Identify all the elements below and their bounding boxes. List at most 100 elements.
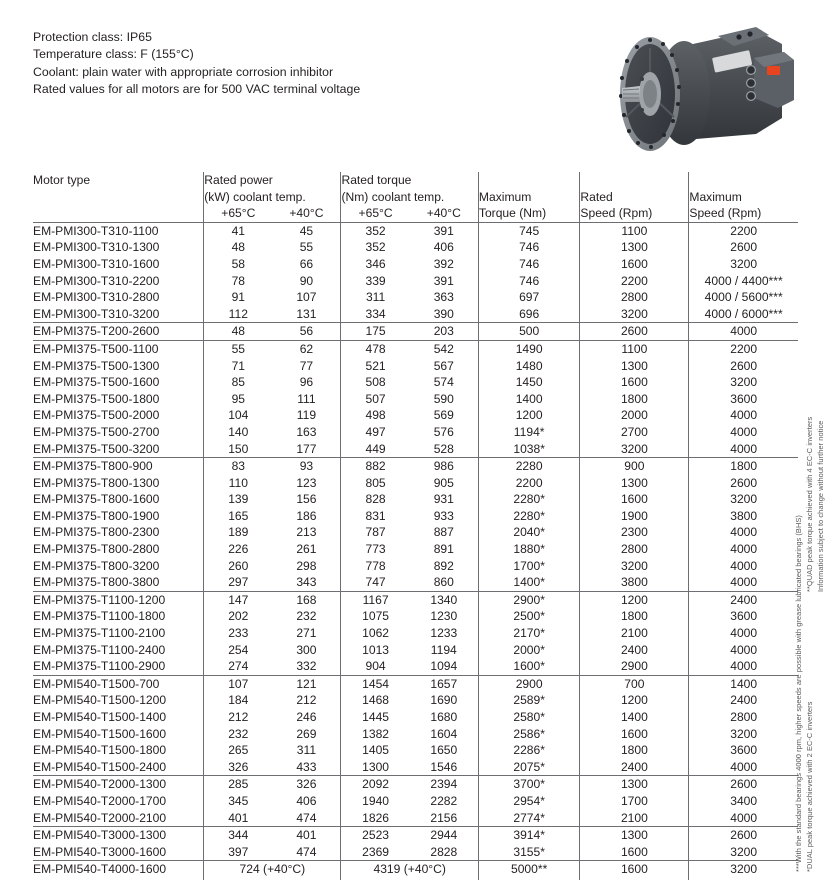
cell-rated-power-65c: 260	[203, 557, 273, 575]
cell-rated-power-40c: 93	[299, 459, 314, 474]
cell-rated-power-65c: 104	[203, 407, 273, 424]
table-row: EM-PMI540-T1500-1200 184 212 1468 1690 2589* 1…	[33, 692, 798, 709]
col-header-rated-torque-unit: (Nm) coolant temp.	[340, 188, 479, 206]
table-row: EM-PMI540-T2000-2100 401 474 1826 2156 2774* 2…	[33, 809, 798, 828]
cell-motor-type: EM-PMI375-T800-900	[33, 459, 153, 474]
cell-maximum-speed: 2600	[688, 239, 798, 256]
cell-rated-power-40c: 163	[296, 424, 317, 439]
cell-rated-speed: 2100	[579, 625, 689, 642]
cell-rated-speed: 1400	[579, 709, 689, 726]
cell-rated-speed: 2800	[579, 541, 689, 558]
cell-motor-type: EM-PMI540-T1500-2400	[33, 758, 204, 777]
cell-maximum-torque: 2280*	[477, 507, 580, 525]
cell-rated-speed: 1300	[579, 239, 689, 256]
col-header-max-torque-spacer	[477, 172, 580, 189]
cell-motor-type: EM-PMI375-T800-2300	[33, 525, 160, 540]
cell-rated-torque-40c: 2944	[430, 828, 458, 843]
motor-spec-table: Motor type Rated power Rated torque (kW)…	[33, 172, 798, 880]
cell-rated-power-40c: 232	[296, 609, 317, 624]
cell-rated-power-65c: 55	[203, 340, 273, 358]
cell-maximum-torque: 4050**	[477, 877, 580, 880]
table-row: EM-PMI375-T1100-1800 202 232 1075 1230 2500* 1…	[33, 608, 798, 626]
cell-rated-power-65c: 189	[203, 524, 273, 542]
cell-rated-speed: 1700	[579, 792, 689, 810]
cell-rated-torque-65c: 773	[340, 541, 410, 558]
cell-maximum-speed: 4000	[688, 557, 798, 575]
cell-rated-torque-65c: 1013	[340, 641, 410, 659]
cell-rated-power-65c: 71	[203, 357, 273, 375]
cell-rated-power-65c: 107	[203, 675, 273, 693]
cell-motor-type: EM-PMI375-T200-2600	[33, 322, 204, 341]
cell-rated-torque-40c: 567	[433, 358, 454, 373]
cell-maximum-torque: 1490	[477, 340, 580, 358]
cell-rated-torque-40c: 576	[433, 424, 454, 439]
cell-rated-torque-40c: 2394	[430, 777, 458, 792]
cell-rated-power-65c: 48	[203, 322, 273, 341]
cell-maximum-torque: 696	[477, 305, 580, 324]
cell-rated-power-40c: 474	[272, 843, 341, 862]
cell-rated-power-40c: 123	[296, 475, 317, 490]
cell-maximum-torque: 745	[477, 221, 580, 240]
cell-rated-power-40c: 332	[272, 658, 341, 676]
cell-rated-torque-65c: 521	[340, 357, 410, 375]
cell-rated-power-65c: 401	[203, 809, 273, 828]
cell-rated-power-40c: 326	[296, 777, 317, 792]
cell-motor-type: EM-PMI375-T800-1300	[33, 475, 160, 490]
col-header-max-speed-l2: Speed (Rpm)	[688, 205, 798, 223]
col-header-motor-type: Motor type	[33, 173, 91, 187]
cell-maximum-torque: 2280	[477, 457, 580, 475]
table-row: EM-PMI375-T500-2700 140 163 497 576 1194* 2700…	[33, 423, 798, 441]
cell-rated-torque-40c: 569	[433, 408, 454, 423]
table-row: EM-PMI540-T2000-1300 285 326 2092 2394 3700* 1…	[33, 775, 798, 793]
cell-maximum-speed: 4000	[688, 423, 798, 441]
table-row: EM-PMI375-T500-3200 150 177 449 528 1038* 3200…	[33, 440, 798, 459]
cell-rated-power-65c: 165	[203, 507, 273, 525]
cell-rated-torque-65c: 828	[340, 491, 410, 508]
cell-maximum-torque: 2774*	[477, 809, 580, 828]
cell-rated-power-65c: 150	[203, 440, 273, 459]
cell-rated-torque-65c: 352	[340, 239, 410, 256]
cell-rated-speed: 3200	[579, 557, 689, 575]
cell-maximum-speed: 4000	[688, 407, 798, 424]
cell-rated-power-65c: 147	[203, 591, 273, 609]
spec-line-temperature-class: Temperature class: F (155°C)	[33, 47, 194, 62]
cell-motor-type: EM-PMI375-T500-1600	[33, 375, 160, 390]
cell-maximum-speed: 3200	[688, 255, 798, 273]
cell-motor-type: EM-PMI375-T1100-2900	[33, 658, 204, 676]
cell-rated-power-65c: 285	[203, 775, 273, 793]
header-row-units: (kW) coolant temp. (Nm) coolant temp. Ma…	[33, 188, 798, 206]
table-row: EM-PMI375-T800-3200 260 298 778 892 1700* 3200…	[33, 557, 798, 575]
cell-motor-type: EM-PMI375-T800-3200	[33, 558, 160, 573]
table-row: EM-PMI375-T800-1300 110 123 805 905 2200 1300 2…	[33, 474, 798, 492]
cell-rated-torque-40c: 203	[409, 322, 479, 341]
cell-rated-power-40c: 177	[272, 440, 341, 459]
cell-motor-type: EM-PMI375-T500-2000	[33, 408, 160, 423]
cell-maximum-torque: 746	[477, 239, 580, 256]
cell-rated-torque-40c: 528	[409, 440, 479, 459]
table-row: EM-PMI375-T800-1600 139 156 828 931 2280* 1600…	[33, 491, 798, 508]
cell-maximum-speed: 3600	[688, 390, 798, 408]
spec-table: Motor type Rated power Rated torque (kW)…	[33, 172, 798, 880]
cell-maximum-torque: 1450	[477, 374, 580, 391]
cell-rated-power-65c: 184	[203, 692, 273, 709]
cell-rated-power-40c: 111	[297, 391, 316, 406]
cell-rated-power-65c: 397	[203, 843, 273, 862]
cell-maximum-torque: 3155*	[477, 843, 580, 862]
cell-rated-torque-65c: 339	[340, 272, 410, 290]
cell-motor-type: EM-PMI375-T1100-1800	[33, 609, 166, 624]
cell-rated-power-40c: 156	[296, 492, 317, 507]
cell-rated-torque-40c: 986	[433, 459, 454, 474]
cell-motor-type: EM-PMI300-T310-2800	[33, 290, 160, 305]
cell-maximum-speed: 2600	[688, 826, 798, 844]
cell-rated-power-40c: 212	[296, 693, 317, 708]
cell-maximum-speed: 1400	[688, 675, 798, 693]
cell-rated-power-40c: 271	[296, 626, 317, 641]
cell-maximum-speed: 2600	[688, 775, 798, 793]
cell-rated-torque-65c: 1075	[340, 608, 410, 626]
cell-rated-torque-40c: 1604	[430, 726, 458, 741]
cell-rated-torque-40c: 391	[409, 221, 479, 240]
cell-motor-type: EM-PMI375-T500-1100	[33, 341, 159, 356]
cell-motor-type: EM-PMI375-T800-1600	[33, 492, 160, 507]
cell-rated-torque-40c: 1690	[430, 693, 458, 708]
cell-rated-power-65c: 140	[203, 423, 273, 441]
